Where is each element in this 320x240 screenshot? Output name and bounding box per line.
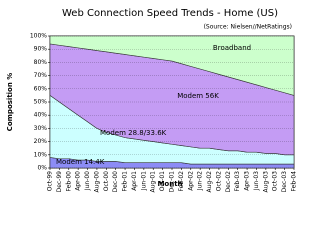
x-tick-label: Dec-99 bbox=[56, 171, 63, 193]
x-tick-label: Oct-02 bbox=[215, 171, 222, 191]
series-label: Broadband bbox=[213, 44, 251, 52]
x-tick-label: Dec-01 bbox=[169, 171, 176, 193]
x-tick-label: Feb-01 bbox=[122, 171, 129, 192]
x-tick-label: Jun-03 bbox=[253, 171, 260, 191]
x-tick-label: Dec-00 bbox=[112, 171, 119, 193]
series-label: Modem 14.4K bbox=[56, 158, 105, 166]
x-tick-label: Dec-03 bbox=[281, 171, 288, 193]
x-axis-label: Month bbox=[157, 180, 182, 188]
y-tick-label: 100% bbox=[30, 33, 47, 40]
y-axis-label: Composition % bbox=[6, 73, 14, 132]
y-tick-label: 10% bbox=[34, 151, 48, 158]
series-label: Modem 56K bbox=[177, 92, 219, 100]
x-tick-label: Feb-04 bbox=[291, 171, 298, 192]
y-tick-label: 70% bbox=[34, 72, 48, 79]
chart-subtitle: (Source: Nielsen//NetRatings) bbox=[204, 24, 292, 31]
y-tick-label: 30% bbox=[34, 125, 48, 132]
y-tick-label: 20% bbox=[34, 138, 48, 145]
x-tick-label: Jun-00 bbox=[84, 171, 91, 191]
y-tick-label: 90% bbox=[34, 46, 48, 53]
x-tick-label: Jun-01 bbox=[140, 171, 147, 191]
x-tick-label: Dec-02 bbox=[225, 171, 232, 193]
x-tick-label: Aug-01 bbox=[150, 171, 157, 193]
y-tick-label: 60% bbox=[34, 85, 48, 92]
x-tick-label: Aug-00 bbox=[93, 171, 100, 193]
x-tick-label: Aug-02 bbox=[206, 171, 213, 193]
x-tick-label: Apr-02 bbox=[187, 171, 194, 191]
x-tick-label: Jun-02 bbox=[197, 171, 204, 191]
chart: Web Connection Speed Trends - Home (US) … bbox=[6, 8, 298, 193]
x-tick-label: Apr-00 bbox=[75, 171, 82, 191]
chart-title: Web Connection Speed Trends - Home (US) bbox=[62, 8, 278, 19]
x-tick-label: Oct-03 bbox=[272, 171, 279, 191]
series-label: Modem 28.8/33.6K bbox=[100, 129, 167, 137]
y-tick-label: 40% bbox=[34, 112, 48, 119]
x-tick-label: Feb-00 bbox=[65, 171, 72, 192]
x-tick-label: Oct-01 bbox=[159, 171, 166, 191]
x-tick-label: Apr-03 bbox=[244, 171, 251, 191]
x-tick-label: Apr-01 bbox=[131, 171, 138, 191]
x-tick-label: Oct-99 bbox=[47, 171, 54, 191]
x-tick-label: Feb-03 bbox=[234, 171, 241, 192]
x-tick-label: Aug-03 bbox=[262, 171, 269, 193]
x-tick-label: Feb-02 bbox=[178, 171, 185, 192]
y-tick-label: 80% bbox=[34, 59, 48, 66]
x-tick-label: Oct-00 bbox=[103, 171, 110, 191]
y-tick-label: 0% bbox=[37, 165, 47, 172]
y-tick-label: 50% bbox=[34, 99, 48, 106]
